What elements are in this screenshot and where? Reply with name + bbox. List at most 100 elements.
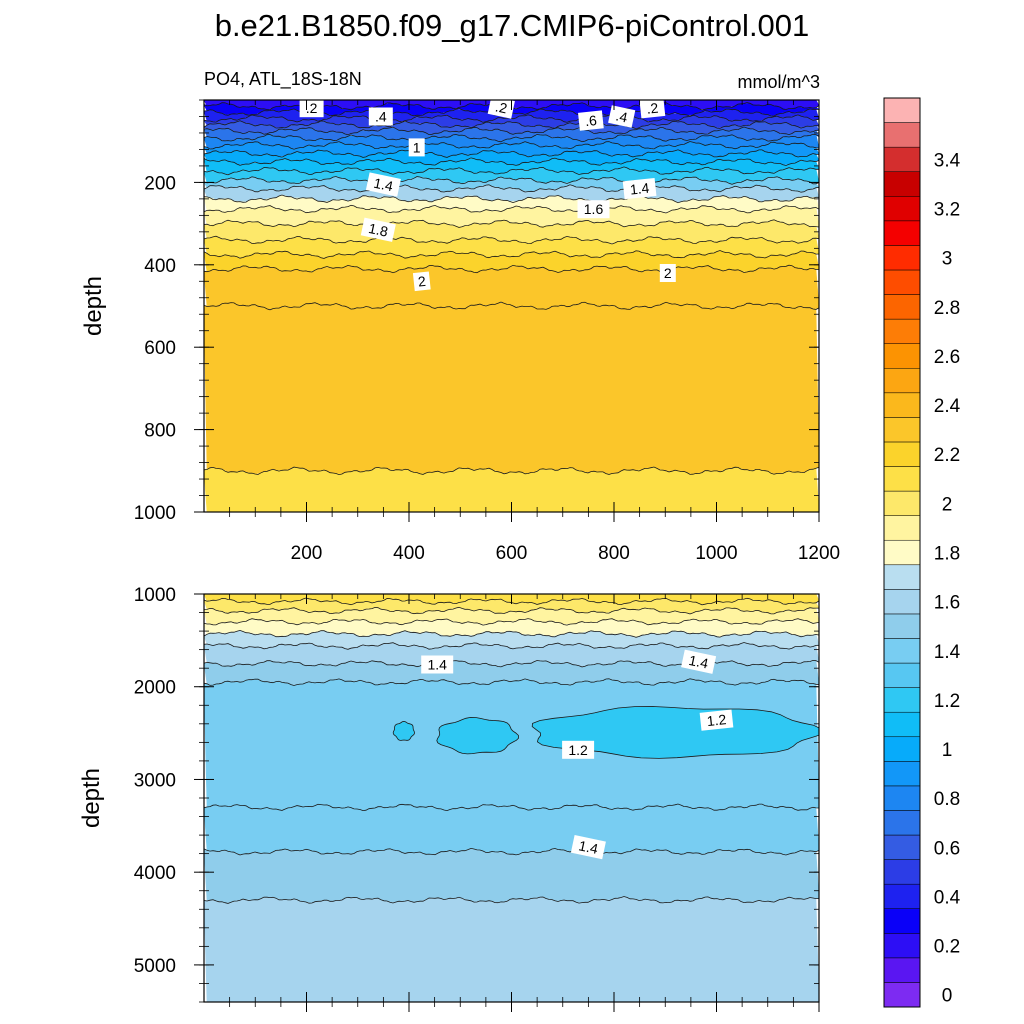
- colorbar-box: [883, 97, 921, 123]
- colorbar-label: 2.8: [934, 298, 960, 319]
- colorbar-box: [883, 441, 921, 467]
- upper-contour-label: 1.6: [577, 200, 610, 219]
- upper-contour-bands: [203, 99, 821, 513]
- upper-contour-label-text: .4: [614, 107, 629, 125]
- upper-plot-frame: [203, 99, 820, 513]
- upper-contour-label-bg: [577, 200, 610, 219]
- colorbar-box: [883, 122, 921, 148]
- variable-label: PO4, ATL_18S-18N: [204, 69, 362, 90]
- colorbar-box: [883, 883, 921, 909]
- upper-contour-label: .4: [608, 105, 636, 128]
- lower-contour-line: [203, 606, 819, 615]
- upper-contour-label-bg: [639, 97, 666, 119]
- lower-contour-label-bg: [421, 655, 454, 674]
- upper-contour-label-bg: [299, 99, 324, 118]
- colorbar-box: [883, 318, 921, 344]
- upper-ytick-label: 800: [144, 421, 176, 442]
- lower-contour-line: [203, 618, 820, 626]
- upper-contour-label-text: .4: [375, 109, 387, 125]
- upper-contour-line: [203, 250, 820, 259]
- colorbar-box: [883, 785, 921, 811]
- lower-contour-line: [203, 847, 820, 856]
- upper-contour-label-bg: [578, 110, 604, 131]
- upper-contour-label-text: 2: [417, 273, 427, 290]
- colorbar-box: [883, 466, 921, 492]
- upper-contour-line: [203, 141, 820, 150]
- colorbar-box: [883, 638, 921, 664]
- lower-contour-label-bg: [681, 649, 717, 674]
- lower-contour-label-bg: [562, 740, 595, 759]
- lower-contour-line: [203, 678, 820, 686]
- upper-contour-line: [203, 466, 820, 476]
- upper-ytick-label: 1000: [134, 503, 176, 524]
- colorbar-box: [883, 810, 921, 836]
- lower-contour-labels: 1.4 1.4 1.2 1.2 1.4: [421, 649, 734, 860]
- colorbar-box: [883, 490, 921, 516]
- upper-contour-label: .6: [578, 110, 604, 131]
- colorbar-box: [883, 957, 921, 983]
- colorbar-box: [883, 417, 921, 443]
- lower-contour-label: 1.4: [421, 655, 454, 674]
- chart-title: b.e21.B1850.f09_g17.CMIP6-piControl.001: [215, 8, 810, 43]
- colorbar-box: [883, 515, 921, 541]
- upper-contour-line: [203, 133, 820, 143]
- lower-contour-line: [203, 803, 820, 812]
- colorbar-box: [883, 146, 921, 172]
- upper-contour-label-text: .2: [646, 100, 659, 117]
- colorbar-box: [883, 662, 921, 688]
- upper-contour-label: .2: [487, 96, 515, 119]
- lower-band: [203, 896, 820, 1003]
- upper-band: [203, 301, 820, 475]
- units-label: mmol/m^3: [738, 72, 820, 92]
- upper-contour-label-bg: [408, 138, 425, 157]
- lower-contour-bands: [203, 593, 820, 1003]
- upper-contour-label-text: 1.6: [584, 201, 604, 217]
- upper-contour-label: 2: [659, 264, 676, 282]
- colorbar-box: [883, 736, 921, 762]
- lower-contour-line: [203, 642, 820, 650]
- colorbar-box: [883, 196, 921, 222]
- upper-contour-label: .2: [639, 97, 666, 119]
- upper-ytick-label: 400: [144, 256, 176, 277]
- upper-contour-label-text: 1.8: [367, 220, 390, 240]
- upper-contour-label: 1: [408, 138, 425, 157]
- upper-contour-label-text: 2: [664, 265, 672, 281]
- upper-contour-label: .4: [368, 107, 393, 126]
- lower-contour-label: 1.4: [570, 834, 606, 860]
- colorbar-box: [883, 392, 921, 418]
- colorbar-label: 0.8: [934, 789, 960, 810]
- lower-band: [203, 848, 820, 904]
- lower-minimum-region: [531, 706, 820, 759]
- colorbar-label: 2: [942, 494, 953, 515]
- colorbar-label: 1.6: [934, 593, 960, 614]
- lower-contour-label: 1.2: [562, 740, 595, 759]
- upper-contour-line: [203, 149, 820, 158]
- upper-contour-label: 2: [412, 271, 431, 292]
- colorbar-box: [883, 564, 921, 590]
- upper-xtick-label: 1000: [695, 543, 737, 564]
- upper-contour-labels: .2 .2 .2 .4 .4 .6 1 1.4 1.4 1.6 1.8 2 2: [299, 96, 676, 292]
- colorbar-frame: [883, 97, 921, 1008]
- colorbar-label: 0.4: [934, 887, 961, 908]
- colorbar-label: 3.2: [934, 200, 960, 221]
- colorbar-label: 2.6: [934, 347, 960, 368]
- colorbar-label: 3.4: [934, 150, 961, 171]
- lower-contour-line: [203, 629, 820, 638]
- upper-contour-label-bg: [487, 96, 515, 119]
- upper-contour-label-text: 1.4: [629, 180, 650, 198]
- colorbar-label: 1: [942, 740, 953, 761]
- colorbar-label: 3: [942, 249, 953, 270]
- upper-xtick-label: 200: [291, 543, 323, 564]
- lower-contour-label-bg: [570, 834, 606, 860]
- upper-contour-label-bg: [360, 217, 396, 242]
- upper-contour-label: 1.4: [365, 172, 401, 197]
- colorbar-box: [883, 761, 921, 787]
- colorbar-box: [883, 294, 921, 320]
- upper-contour-label: 1.8: [360, 217, 396, 242]
- upper-contour-label-text: .6: [584, 112, 597, 129]
- lower-ytick-label: 1000: [134, 585, 176, 606]
- upper-contour-line: [203, 114, 820, 123]
- upper-band: [203, 265, 820, 310]
- upper-panel: .2 .2 .2 .4 .4 .6 1 1.4 1.4 1.6 1.8 2 2 200 400 600 800…: [80, 96, 840, 564]
- upper-contour-line: [203, 219, 820, 228]
